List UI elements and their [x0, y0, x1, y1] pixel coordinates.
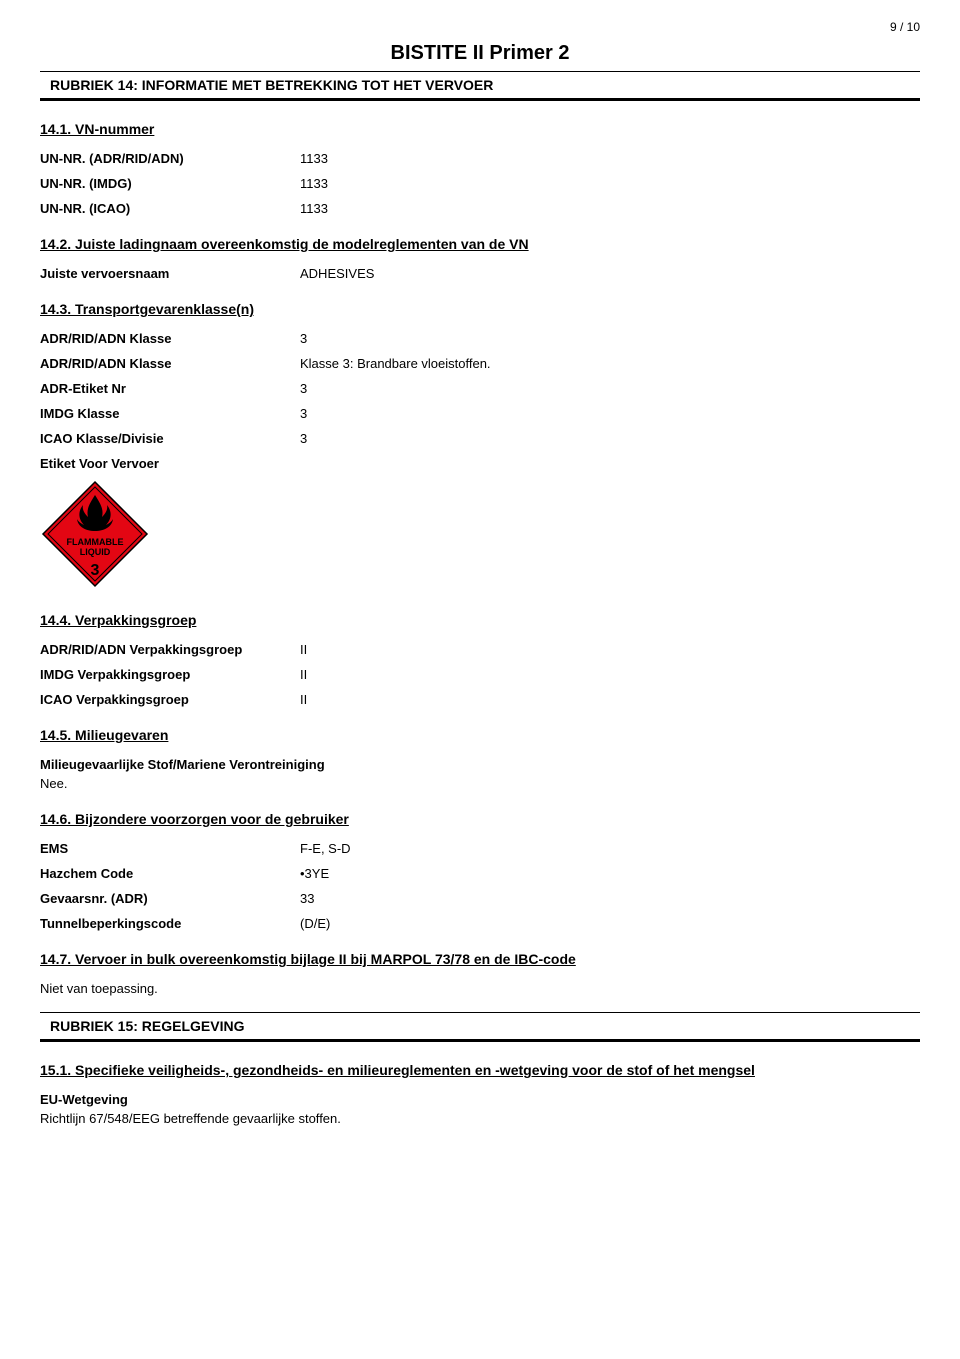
- kv-label: ADR/RID/ADN Verpakkingsgroep: [40, 642, 300, 657]
- kv-row: ICAO Verpakkingsgroep II: [40, 692, 920, 707]
- diamond-number: 3: [91, 562, 100, 579]
- kv-label: ADR-Etiket Nr: [40, 381, 300, 396]
- section-14-7-head: 14.7. Vervoer in bulk overeenkomstig bij…: [40, 951, 920, 967]
- kv-row: ADR-Etiket Nr 3: [40, 381, 920, 396]
- kv-value: 3: [300, 431, 920, 446]
- diamond-text1: FLAMMABLE: [67, 537, 124, 547]
- kv-value: 33: [300, 891, 920, 906]
- kv-row: IMDG Verpakkingsgroep II: [40, 667, 920, 682]
- kv-label: ICAO Verpakkingsgroep: [40, 692, 300, 707]
- kv-label: UN-NR. (IMDG): [40, 176, 300, 191]
- kv-row: UN-NR. (IMDG) 1133: [40, 176, 920, 191]
- rubriek-14-header: RUBRIEK 14: INFORMATIE MET BETREKKING TO…: [40, 71, 920, 101]
- diamond-text2: LIQUID: [80, 547, 111, 557]
- kv-value: 3: [300, 381, 920, 396]
- kv-row: IMDG Klasse 3: [40, 406, 920, 421]
- page-number: 9 / 10: [40, 20, 920, 34]
- section-14-4-head: 14.4. Verpakkingsgroep: [40, 612, 920, 628]
- section-15-1-head: 15.1. Specifieke veiligheids-, gezondhei…: [40, 1062, 920, 1078]
- kv-value: •3YE: [300, 866, 920, 881]
- kv-row: ADR/RID/ADN Verpakkingsgroep II: [40, 642, 920, 657]
- hazard-diamond: FLAMMABLE LIQUID 3: [40, 479, 920, 592]
- kv-label: ADR/RID/ADN Klasse: [40, 356, 300, 371]
- kv-label: Tunnelbeperkingscode: [40, 916, 300, 931]
- document-title: BISTITE II Primer 2: [40, 42, 920, 65]
- flammable-liquid-icon: FLAMMABLE LIQUID 3: [40, 479, 150, 589]
- kv-value: 3: [300, 406, 920, 421]
- kv-value: 3: [300, 331, 920, 346]
- kv-label: ADR/RID/ADN Klasse: [40, 331, 300, 346]
- kv-value: 1133: [300, 151, 920, 166]
- kv-value: II: [300, 667, 920, 682]
- kv-label: IMDG Klasse: [40, 406, 300, 421]
- kv-value: Klasse 3: Brandbare vloeistoffen.: [300, 356, 920, 371]
- section-14-3-head: 14.3. Transportgevarenklasse(n): [40, 301, 920, 317]
- section-14-7-text: Niet van toepassing.: [40, 981, 920, 996]
- env-hazard-label: Milieugevaarlijke Stof/Mariene Verontrei…: [40, 757, 920, 772]
- kv-value: 1133: [300, 176, 920, 191]
- section-14-6-head: 14.6. Bijzondere voorzorgen voor de gebr…: [40, 811, 920, 827]
- eu-wetgeving-text: Richtlijn 67/548/EEG betreffende gevaarl…: [40, 1111, 920, 1126]
- kv-label: IMDG Verpakkingsgroep: [40, 667, 300, 682]
- kv-value: II: [300, 692, 920, 707]
- etiket-label: Etiket Voor Vervoer: [40, 456, 920, 471]
- rubriek-15-header: RUBRIEK 15: REGELGEVING: [40, 1012, 920, 1042]
- kv-label: UN-NR. (ADR/RID/ADN): [40, 151, 300, 166]
- kv-row: ADR/RID/ADN Klasse Klasse 3: Brandbare v…: [40, 356, 920, 371]
- kv-label: Gevaarsnr. (ADR): [40, 891, 300, 906]
- section-14-2-head: 14.2. Juiste ladingnaam overeenkomstig d…: [40, 236, 920, 252]
- kv-row: Gevaarsnr. (ADR) 33: [40, 891, 920, 906]
- kv-row: Hazchem Code •3YE: [40, 866, 920, 881]
- kv-label: UN-NR. (ICAO): [40, 201, 300, 216]
- section-14-1-head: 14.1. VN-nummer: [40, 121, 920, 137]
- kv-label: EMS: [40, 841, 300, 856]
- kv-value: 1133: [300, 201, 920, 216]
- eu-wetgeving-label: EU-Wetgeving: [40, 1092, 920, 1107]
- kv-row: UN-NR. (ICAO) 1133: [40, 201, 920, 216]
- env-hazard-value: Nee.: [40, 776, 920, 791]
- kv-label: ICAO Klasse/Divisie: [40, 431, 300, 446]
- kv-value: (D/E): [300, 916, 920, 931]
- section-14-5-head: 14.5. Milieugevaren: [40, 727, 920, 743]
- kv-row: UN-NR. (ADR/RID/ADN) 1133: [40, 151, 920, 166]
- kv-row: Juiste vervoersnaam ADHESIVES: [40, 266, 920, 281]
- kv-value: ADHESIVES: [300, 266, 920, 281]
- kv-row: Tunnelbeperkingscode (D/E): [40, 916, 920, 931]
- kv-label: Juiste vervoersnaam: [40, 266, 300, 281]
- kv-label: Hazchem Code: [40, 866, 300, 881]
- kv-row: ICAO Klasse/Divisie 3: [40, 431, 920, 446]
- kv-value: II: [300, 642, 920, 657]
- kv-value: F-E, S-D: [300, 841, 920, 856]
- kv-row: ADR/RID/ADN Klasse 3: [40, 331, 920, 346]
- kv-row: EMS F-E, S-D: [40, 841, 920, 856]
